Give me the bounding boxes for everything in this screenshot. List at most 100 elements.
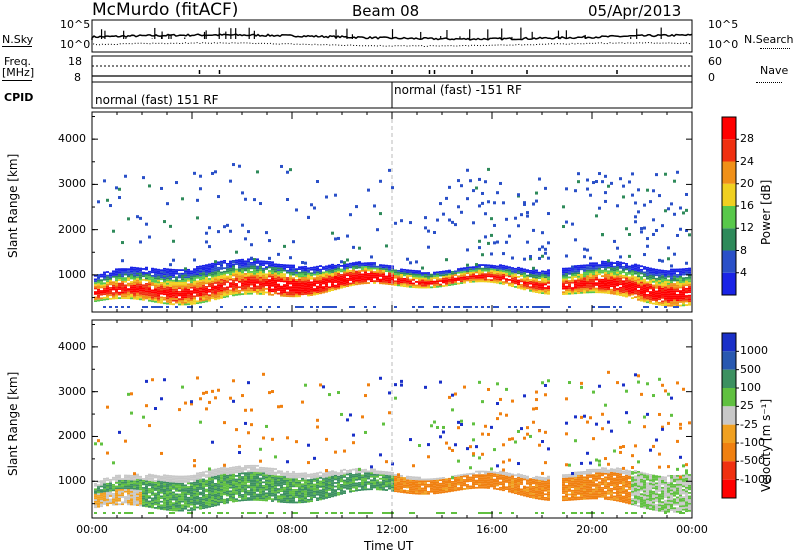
power-cell [448, 275, 451, 277]
velocity-cell [346, 482, 349, 485]
power-cell [421, 275, 424, 278]
velocity-cell [331, 479, 334, 482]
velocity-cell [337, 488, 340, 491]
power-cell [544, 290, 547, 293]
power-cell [259, 285, 262, 288]
velocity-cell [301, 476, 304, 479]
power-cell [685, 287, 688, 290]
power-cell [478, 265, 481, 268]
power-cell [580, 290, 583, 292]
power-cell [241, 285, 244, 288]
power-cell [187, 283, 190, 286]
power-cell [229, 293, 232, 295]
power-near-range [535, 306, 538, 308]
velocity-cell [202, 494, 205, 497]
velocity-cell [157, 507, 160, 510]
power-cell [358, 279, 361, 282]
power-cell [664, 289, 667, 292]
power-scatter [544, 251, 547, 255]
velocity-cell [181, 479, 184, 482]
velocity-cell [361, 485, 364, 488]
power-cell [241, 275, 244, 277]
power-cell [163, 296, 166, 299]
velocity-cell [199, 480, 202, 483]
power-cell [673, 297, 676, 300]
power-cell [634, 276, 637, 279]
velocity-cell [238, 481, 241, 484]
velocity-cell [193, 474, 196, 477]
velocity-cell [349, 483, 352, 486]
power-cell [484, 275, 487, 277]
power-cell [457, 277, 460, 280]
power-cell [676, 284, 679, 287]
power-cell [376, 276, 379, 279]
power-cell [223, 283, 226, 286]
power-cell [574, 270, 577, 273]
velocity-cell [268, 471, 271, 473]
power-cell [487, 280, 490, 283]
velocity-cell [154, 474, 157, 477]
velocity-cell [223, 486, 226, 489]
power-cell [295, 280, 298, 283]
velocity-cell [100, 498, 103, 500]
power-cell [682, 270, 685, 272]
power-cell [463, 278, 466, 280]
nsky-label: N.Sky [2, 33, 34, 46]
power-cell [595, 287, 598, 290]
power-cell [658, 301, 661, 304]
velocity-cell [109, 484, 112, 487]
power-cell [298, 286, 301, 289]
velocity-cell [187, 500, 190, 503]
power-cell [232, 285, 235, 288]
velocity-cell [271, 489, 274, 492]
power-scatter [223, 225, 226, 229]
power-cell [172, 279, 175, 282]
power-cell [286, 264, 289, 267]
velocity-cell [289, 492, 292, 495]
velocity-cell [280, 488, 283, 491]
power-cell [124, 289, 127, 292]
velocity-cell [325, 489, 328, 492]
velocity-cell [256, 499, 259, 501]
power-scatter [466, 263, 469, 267]
power-cell [124, 269, 127, 272]
power-cell [388, 277, 391, 280]
velocity-cell [244, 499, 247, 501]
velocity-near-range [241, 512, 244, 514]
velocity-cell [208, 493, 211, 496]
power-cell [367, 278, 370, 281]
power-cell [349, 262, 352, 265]
velocity-cell [265, 479, 268, 482]
velocity-cell [142, 479, 145, 482]
velocity-scatter [328, 393, 331, 397]
power-scatter [313, 206, 316, 210]
velocity-cell [178, 495, 181, 498]
power-cell [415, 273, 418, 276]
velocity-cell [325, 493, 328, 496]
velocity-cell [271, 471, 274, 474]
velocity-cell [169, 507, 172, 510]
power-cell [358, 282, 361, 285]
power-cell [379, 275, 382, 277]
power-cell [589, 275, 592, 277]
power-cell [220, 295, 223, 297]
power-cell [205, 276, 208, 279]
power-cell [658, 280, 661, 283]
power-cell [472, 266, 475, 269]
velocity-cell [124, 487, 127, 489]
power-cell [115, 275, 118, 278]
velocity-cell [163, 494, 166, 496]
power-cell [388, 274, 391, 276]
velocity-cell [217, 480, 220, 483]
power-cell [247, 278, 250, 281]
power-cell [424, 273, 427, 276]
power-cell [178, 272, 181, 275]
power-cell [157, 281, 160, 284]
power-cell [154, 270, 157, 272]
velocity-cell [331, 486, 334, 489]
power-cell [664, 297, 667, 300]
power-cell [589, 278, 592, 281]
power-cell [619, 267, 622, 269]
power-cell [406, 285, 409, 288]
power-cell [481, 269, 484, 272]
